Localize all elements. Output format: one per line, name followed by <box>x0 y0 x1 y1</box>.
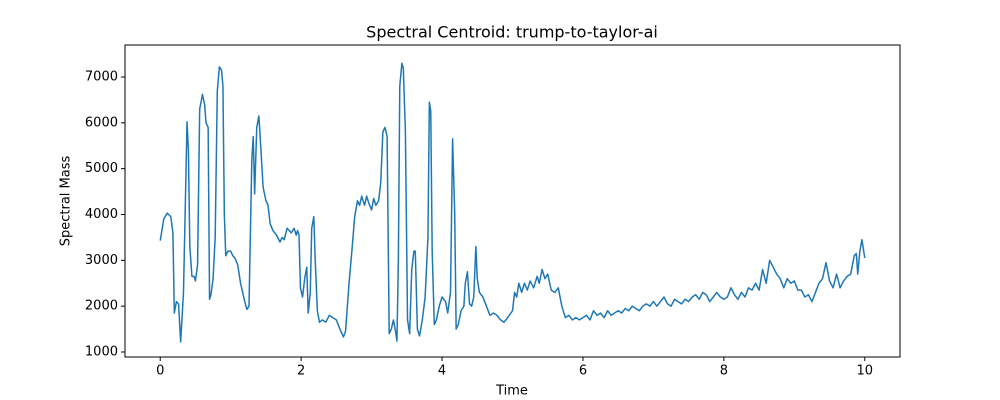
y-tick-label: 1000 <box>85 345 118 360</box>
y-tick-label: 3000 <box>85 253 118 268</box>
x-tick-label: 0 <box>156 364 164 379</box>
x-tick-label: 8 <box>720 364 728 379</box>
plot-frame <box>124 44 901 358</box>
x-tick-label: 4 <box>438 364 446 379</box>
chart-title: Spectral Centroid: trump-to-taylor-ai <box>366 23 658 42</box>
y-tick-label: 7000 <box>85 69 118 84</box>
x-tick-label: 6 <box>579 364 587 379</box>
y-tick-label: 5000 <box>85 161 118 176</box>
y-tick-label: 2000 <box>85 299 118 314</box>
x-axis-label: Time <box>495 384 528 399</box>
y-axis-label: Spectral Mass <box>59 156 74 247</box>
x-tick-label: 10 <box>856 364 873 379</box>
y-tick-label: 4000 <box>85 207 118 222</box>
y-tick-label: 6000 <box>85 115 118 130</box>
x-tick-label: 2 <box>297 364 305 379</box>
data-line <box>159 62 866 343</box>
